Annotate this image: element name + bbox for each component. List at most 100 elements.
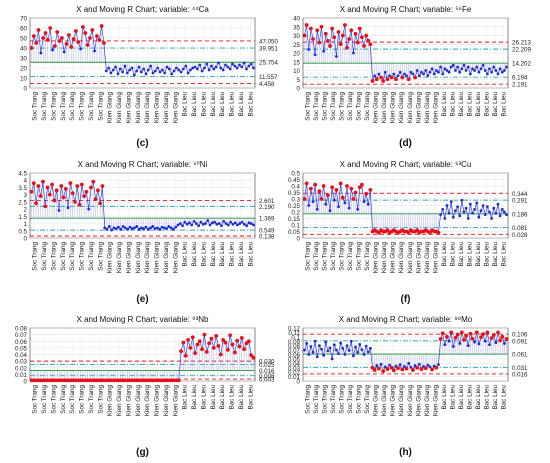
data-point: [434, 69, 438, 72]
x-tick-label: Bac Lieu: [449, 242, 456, 267]
data-point: [477, 215, 481, 219]
data-point: [415, 228, 420, 233]
data-point: [451, 345, 455, 348]
x-tick-label: Bac Lieu: [492, 242, 499, 267]
data-point: [473, 208, 477, 211]
data-point: [347, 37, 352, 41]
y-tick-label: 30: [20, 56, 27, 63]
data-point: [170, 72, 174, 76]
data-point: [200, 69, 204, 73]
data-point: [494, 69, 498, 72]
data-point: [349, 339, 353, 343]
y-tick-label: 0.1: [291, 334, 300, 341]
data-point: [458, 70, 462, 74]
x-tick-label: Soc Trang: [321, 92, 328, 121]
control-limit-label: 0.291: [512, 198, 528, 205]
data-point: [353, 190, 358, 195]
x-tick-label: Soc Trang: [304, 92, 311, 121]
data-point: [216, 343, 221, 348]
data-point: [352, 51, 355, 55]
data-point: [54, 188, 59, 193]
y-tick-label: 2: [24, 207, 28, 214]
data-point: [220, 224, 223, 228]
data-point: [214, 65, 218, 69]
data-point: [79, 182, 84, 187]
data-point: [405, 74, 408, 78]
data-point: [231, 62, 234, 66]
data-point: [95, 188, 100, 193]
data-point: [207, 341, 212, 346]
data-point: [186, 338, 190, 342]
data-point: [235, 338, 240, 343]
data-point: [45, 185, 50, 190]
data-point: [441, 72, 445, 76]
data-point: [475, 65, 479, 69]
data-point: [174, 66, 178, 70]
y-tick-label: 0: [297, 236, 301, 243]
data-point: [61, 195, 66, 200]
data-point: [459, 330, 464, 335]
data-point: [118, 67, 122, 71]
y-tick-label: 20: [293, 51, 300, 58]
control-limit-label: 0.031: [512, 365, 528, 372]
x-tick-label: Bac Lieu: [191, 385, 198, 410]
data-point: [149, 226, 152, 230]
data-point: [59, 36, 64, 40]
data-point: [345, 45, 349, 50]
data-point: [107, 225, 111, 228]
data-point: [238, 222, 242, 225]
control-limit-label: 0.061: [512, 352, 528, 359]
data-point: [417, 74, 421, 78]
x-tick-label: Soc Trang: [313, 242, 320, 271]
data-point: [239, 336, 244, 340]
data-point: [374, 77, 379, 82]
chart-panel-g: X and Moving R Chart; variable: ⁹³Nb00.0…: [15, 315, 275, 458]
y-tick-label: 0.01: [288, 374, 301, 381]
y-tick-label: 0.11: [288, 330, 300, 337]
data-point: [169, 226, 173, 230]
x-tick-label: Kien Giang: [407, 242, 414, 274]
data-point: [443, 67, 447, 71]
x-tick-label: Bac Lieu: [484, 242, 491, 267]
data-point: [247, 221, 251, 225]
data-point: [109, 71, 113, 75]
data-point: [102, 41, 106, 45]
data-point: [204, 222, 207, 225]
y-tick-label: 10: [293, 68, 300, 75]
x-tick-label: Bac Lieu: [441, 242, 448, 267]
data-point: [426, 363, 430, 367]
x-tick-label: Kien Giang: [432, 242, 439, 274]
x-tick-label: Soc Trang: [304, 385, 311, 414]
control-limit-label: 0.016: [512, 371, 528, 378]
data-point: [119, 227, 123, 231]
y-tick-label: 0.06: [15, 339, 28, 346]
x-tick-label: Soc Trang: [364, 242, 371, 271]
data-point: [337, 352, 340, 356]
data-point: [232, 350, 237, 355]
y-tick-label: 0.45: [288, 177, 301, 184]
data-point: [362, 44, 366, 48]
x-tick-label: Soc Trang: [41, 385, 48, 414]
data-point: [197, 224, 200, 228]
x-tick-label: Bac Lieu: [501, 385, 508, 410]
data-point: [398, 363, 402, 367]
data-point: [176, 378, 181, 383]
data-point: [451, 63, 455, 67]
x-tick-label: Kien Giang: [390, 385, 397, 417]
data-point: [45, 38, 50, 42]
data-point: [70, 191, 75, 196]
y-tick-label: 0: [297, 86, 301, 93]
data-point: [73, 199, 77, 204]
data-point: [464, 334, 468, 338]
data-point: [385, 228, 390, 233]
data-point: [406, 77, 411, 82]
data-point: [339, 341, 343, 345]
data-point: [383, 365, 387, 369]
x-tick-label: Kien Giang: [415, 242, 422, 274]
panel-tag: (h): [399, 447, 412, 458]
x-tick-label: Kien Giang: [390, 242, 397, 274]
chart-panel-f: X and Moving R Chart; variable: ⁶³Cu00.0…: [288, 160, 528, 305]
data-point: [123, 226, 127, 230]
data-point: [142, 67, 146, 71]
data-point: [184, 64, 188, 68]
